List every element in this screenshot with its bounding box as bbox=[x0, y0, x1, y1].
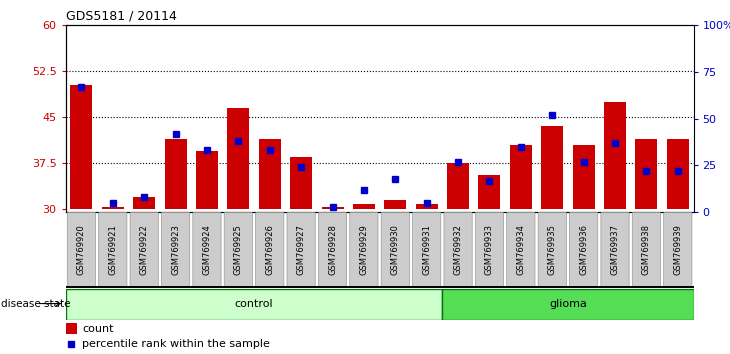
Bar bbox=[442, 289, 694, 320]
FancyBboxPatch shape bbox=[412, 212, 441, 287]
FancyBboxPatch shape bbox=[632, 212, 661, 287]
Bar bbox=[164, 138, 187, 209]
Bar bbox=[635, 138, 658, 209]
FancyBboxPatch shape bbox=[255, 212, 284, 287]
FancyBboxPatch shape bbox=[224, 212, 253, 287]
FancyBboxPatch shape bbox=[350, 212, 378, 287]
Text: GSM769923: GSM769923 bbox=[171, 224, 180, 275]
Text: percentile rank within the sample: percentile rank within the sample bbox=[82, 339, 270, 349]
FancyBboxPatch shape bbox=[99, 212, 127, 287]
Text: GDS5181 / 20114: GDS5181 / 20114 bbox=[66, 9, 177, 22]
FancyBboxPatch shape bbox=[161, 212, 190, 287]
Bar bbox=[321, 207, 344, 209]
FancyBboxPatch shape bbox=[475, 212, 504, 287]
Bar bbox=[70, 85, 93, 209]
Text: GSM769921: GSM769921 bbox=[108, 224, 118, 275]
FancyBboxPatch shape bbox=[193, 212, 221, 287]
Text: GSM769932: GSM769932 bbox=[453, 224, 463, 275]
FancyBboxPatch shape bbox=[664, 212, 692, 287]
Bar bbox=[541, 126, 564, 209]
Text: GSM769934: GSM769934 bbox=[516, 224, 526, 275]
FancyBboxPatch shape bbox=[318, 212, 347, 287]
Bar bbox=[447, 163, 469, 209]
Text: control: control bbox=[235, 299, 273, 309]
FancyBboxPatch shape bbox=[538, 212, 566, 287]
FancyBboxPatch shape bbox=[601, 212, 629, 287]
Bar bbox=[666, 138, 689, 209]
Text: GSM769936: GSM769936 bbox=[579, 224, 588, 275]
Text: GSM769926: GSM769926 bbox=[265, 224, 274, 275]
Text: GSM769938: GSM769938 bbox=[642, 224, 651, 275]
Bar bbox=[196, 151, 218, 209]
Bar bbox=[101, 207, 124, 209]
Text: GSM769933: GSM769933 bbox=[485, 224, 494, 275]
Text: disease state: disease state bbox=[1, 298, 71, 309]
Bar bbox=[66, 289, 442, 320]
Bar bbox=[510, 145, 532, 209]
Text: GSM769935: GSM769935 bbox=[548, 224, 557, 275]
Bar bbox=[133, 197, 155, 209]
FancyBboxPatch shape bbox=[444, 212, 472, 287]
Bar bbox=[384, 200, 407, 209]
Bar bbox=[572, 145, 595, 209]
Text: glioma: glioma bbox=[549, 299, 587, 309]
Bar bbox=[66, 324, 77, 334]
Text: GSM769928: GSM769928 bbox=[328, 224, 337, 275]
Text: GSM769920: GSM769920 bbox=[77, 224, 86, 275]
Text: GSM769939: GSM769939 bbox=[673, 224, 683, 275]
Text: GSM769924: GSM769924 bbox=[202, 224, 212, 275]
Text: GSM769930: GSM769930 bbox=[391, 224, 400, 275]
Text: GSM769925: GSM769925 bbox=[234, 224, 243, 275]
Bar bbox=[227, 108, 250, 209]
FancyBboxPatch shape bbox=[130, 212, 158, 287]
FancyBboxPatch shape bbox=[67, 212, 96, 287]
Bar bbox=[604, 102, 626, 209]
FancyBboxPatch shape bbox=[569, 212, 598, 287]
Bar bbox=[353, 204, 375, 209]
FancyBboxPatch shape bbox=[507, 212, 535, 287]
Bar bbox=[478, 176, 501, 209]
Text: GSM769922: GSM769922 bbox=[139, 224, 149, 275]
Bar bbox=[290, 157, 312, 209]
Text: GSM769937: GSM769937 bbox=[610, 224, 620, 275]
Text: count: count bbox=[82, 324, 114, 334]
FancyBboxPatch shape bbox=[381, 212, 410, 287]
FancyBboxPatch shape bbox=[287, 212, 315, 287]
Text: GSM769927: GSM769927 bbox=[296, 224, 306, 275]
Bar bbox=[258, 138, 281, 209]
Text: GSM769929: GSM769929 bbox=[359, 224, 369, 275]
Bar bbox=[415, 204, 438, 209]
Text: GSM769931: GSM769931 bbox=[422, 224, 431, 275]
